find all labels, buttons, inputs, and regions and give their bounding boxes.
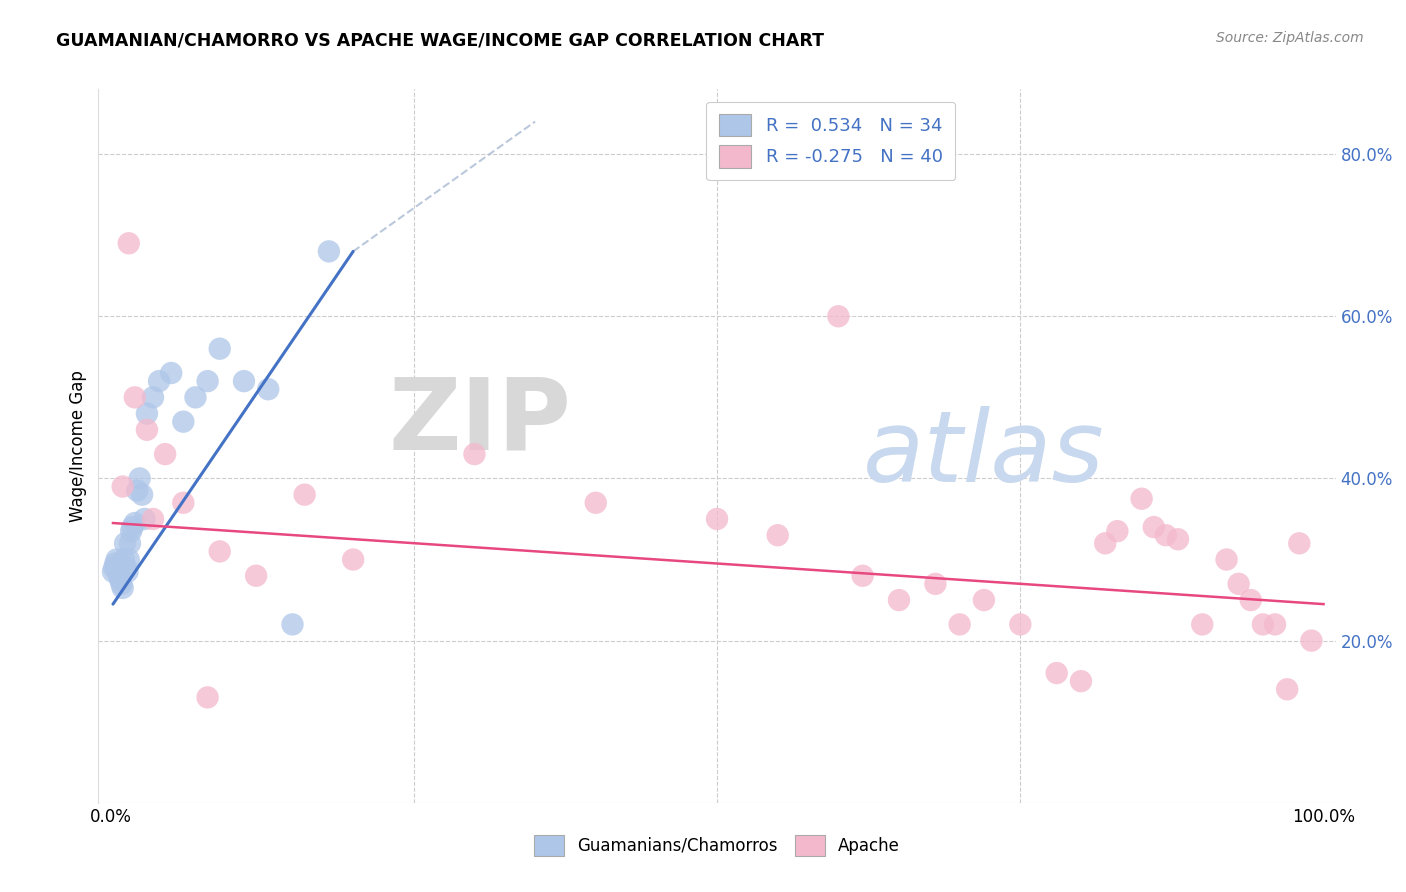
Point xyxy=(134,512,156,526)
Point xyxy=(172,415,194,429)
Point xyxy=(208,342,231,356)
Point xyxy=(184,390,207,404)
Point xyxy=(114,536,136,550)
Point xyxy=(124,516,146,530)
Point xyxy=(197,374,219,388)
Point xyxy=(706,512,728,526)
Point xyxy=(1107,524,1129,538)
Point xyxy=(127,483,149,498)
Point xyxy=(118,536,141,550)
Point xyxy=(1010,617,1032,632)
Point xyxy=(172,496,194,510)
Point xyxy=(1240,593,1263,607)
Point xyxy=(136,407,159,421)
Point xyxy=(827,310,849,324)
Point xyxy=(1046,666,1069,681)
Point xyxy=(1215,552,1237,566)
Point xyxy=(103,560,125,574)
Point xyxy=(1094,536,1116,550)
Point xyxy=(949,617,972,632)
Point xyxy=(108,568,131,582)
Point xyxy=(128,471,150,485)
Text: atlas: atlas xyxy=(863,406,1104,502)
Point xyxy=(233,374,256,388)
Point xyxy=(118,552,141,566)
Point xyxy=(1275,682,1298,697)
Point xyxy=(245,568,267,582)
Point xyxy=(766,528,789,542)
Point xyxy=(463,447,485,461)
Point xyxy=(294,488,316,502)
Point xyxy=(1191,617,1213,632)
Point xyxy=(136,423,159,437)
Point xyxy=(107,565,129,579)
Point xyxy=(111,479,134,493)
Point xyxy=(1264,617,1286,632)
Point xyxy=(131,488,153,502)
Point xyxy=(111,581,134,595)
Point xyxy=(160,366,183,380)
Point xyxy=(105,552,128,566)
Point xyxy=(197,690,219,705)
Point xyxy=(1251,617,1274,632)
Point xyxy=(887,593,910,607)
Point xyxy=(585,496,607,510)
Point xyxy=(1130,491,1153,506)
Point xyxy=(115,560,138,574)
Point xyxy=(1143,520,1166,534)
Legend: Guamanians/Chamorros, Apache: Guamanians/Chamorros, Apache xyxy=(527,829,907,863)
Point xyxy=(1154,528,1177,542)
Point xyxy=(1070,674,1092,689)
Point xyxy=(142,390,165,404)
Point xyxy=(101,565,124,579)
Point xyxy=(1167,533,1189,547)
Point xyxy=(110,577,132,591)
Point xyxy=(924,577,946,591)
Point xyxy=(1301,633,1323,648)
Point xyxy=(104,557,127,571)
Point xyxy=(1227,577,1250,591)
Text: GUAMANIAN/CHAMORRO VS APACHE WAGE/INCOME GAP CORRELATION CHART: GUAMANIAN/CHAMORRO VS APACHE WAGE/INCOME… xyxy=(56,31,824,49)
Text: Source: ZipAtlas.com: Source: ZipAtlas.com xyxy=(1216,31,1364,45)
Point xyxy=(973,593,995,607)
Point xyxy=(148,374,170,388)
Point xyxy=(124,390,146,404)
Point xyxy=(257,382,280,396)
Point xyxy=(1288,536,1310,550)
Point xyxy=(318,244,340,259)
Point xyxy=(208,544,231,558)
Point xyxy=(342,552,364,566)
Point xyxy=(142,512,165,526)
Point xyxy=(118,236,141,251)
Point xyxy=(153,447,176,461)
Point xyxy=(110,573,132,587)
Point xyxy=(281,617,304,632)
Point xyxy=(117,565,139,579)
Y-axis label: Wage/Income Gap: Wage/Income Gap xyxy=(69,370,87,522)
Point xyxy=(120,524,142,538)
Point xyxy=(852,568,875,582)
Point xyxy=(121,520,143,534)
Text: ZIP: ZIP xyxy=(388,373,571,470)
Point xyxy=(112,552,135,566)
